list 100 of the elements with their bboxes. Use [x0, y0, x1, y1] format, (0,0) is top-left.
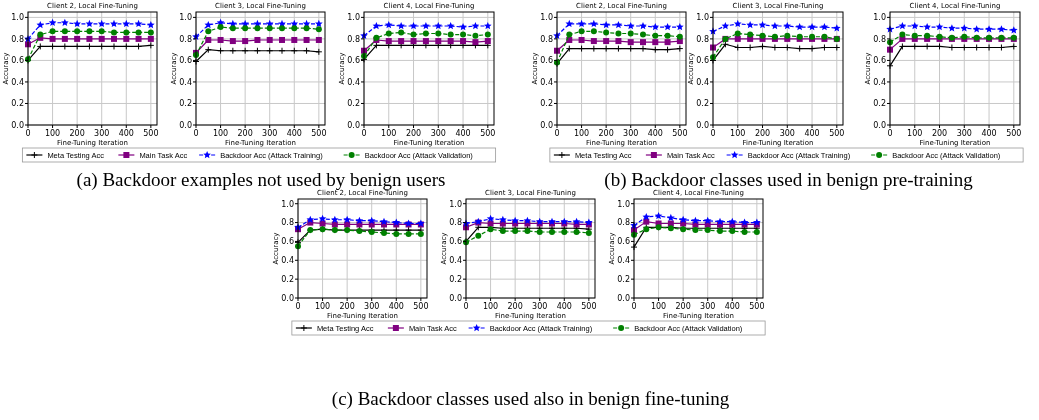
x-tick-label: 100: [482, 302, 499, 311]
y-tick-label: 0.8: [873, 34, 886, 44]
x-tick-label: 500: [413, 302, 429, 311]
y-tick-label: 0.2: [281, 274, 294, 284]
y-tick-label: 1.0: [347, 13, 360, 23]
x-tick-label: 200: [237, 129, 253, 138]
x-tick-label: 400: [804, 129, 820, 138]
text: (b) Backdoor classes used in benign pre-training: [604, 169, 974, 191]
x-tick-label: 300: [779, 129, 795, 138]
y-tick-label: 0.4: [347, 77, 360, 87]
y-tick-label: 0.2: [179, 99, 192, 109]
x-tick-label: 500: [1006, 129, 1022, 138]
y-tick-label: 0.0: [696, 120, 709, 130]
y-tick-label: 0.6: [281, 237, 294, 247]
y-tick-label: 0.6: [449, 237, 462, 247]
x-tick-label: 100: [907, 129, 923, 138]
y-tick-label: 0.4: [873, 77, 886, 87]
y-tick-label: 0.6: [617, 237, 630, 247]
x-tick-label: 0: [25, 129, 31, 138]
y-tick-label: 0.0: [281, 293, 294, 303]
y-tick-label: 0.4: [281, 256, 294, 266]
x-tick-label: 400: [286, 129, 302, 138]
y-tick-label: 0.0: [347, 120, 360, 130]
x-tick-label: 300: [262, 129, 278, 138]
x-tick-label: 100: [212, 129, 229, 138]
x-tick-label: 500: [829, 129, 845, 138]
x-tick-label: 0: [710, 129, 716, 138]
x-tick-label: 0: [887, 129, 893, 138]
y-tick-label: 0.8: [617, 218, 630, 228]
x-tick-label: 100: [44, 129, 61, 138]
x-tick-label: 300: [94, 129, 110, 138]
y-tick-label: 0.6: [540, 56, 553, 66]
y-tick-label: 0.0: [540, 120, 553, 130]
x-tick-label: 200: [405, 129, 422, 138]
x-tick-label: 300: [430, 129, 446, 138]
x-tick-label: 400: [388, 302, 404, 311]
x-tick-label: 0: [631, 302, 637, 311]
x-tick-label: 100: [573, 129, 590, 138]
y-tick-label: 0.2: [11, 99, 24, 109]
x-tick-label: 200: [754, 129, 771, 138]
y-tick-label: 0.4: [696, 77, 709, 87]
y-tick-label: 1.0: [449, 199, 462, 209]
x-tick-label: 100: [730, 129, 746, 138]
x-tick-label: 500: [749, 302, 765, 311]
y-tick-label: 1.0: [281, 199, 294, 209]
x-tick-label: 400: [455, 129, 471, 138]
text: (a) Backdoor examples not used by benign users: [76, 169, 446, 191]
y-tick-label: 0.4: [617, 256, 630, 266]
x-tick-label: 300: [956, 129, 972, 138]
x-tick-label: 400: [981, 129, 997, 138]
x-tick-label: 0: [361, 129, 367, 138]
x-tick-label: 500: [672, 129, 688, 138]
x-tick-label: 200: [507, 302, 523, 311]
y-tick-label: 0.0: [873, 120, 886, 130]
x-tick-label: 300: [623, 129, 639, 138]
y-tick-label: 0.8: [449, 218, 462, 228]
x-tick-label: 100: [650, 302, 667, 311]
y-tick-label: 1.0: [179, 13, 192, 23]
x-tick-label: 100: [314, 302, 331, 311]
x-tick-label: 300: [700, 302, 716, 311]
x-tick-label: 0: [554, 129, 560, 138]
x-tick-label: 300: [364, 302, 380, 311]
y-tick-label: 0.8: [281, 218, 294, 228]
x-tick-label: 400: [724, 302, 740, 311]
x-tick-label: 200: [598, 129, 614, 138]
y-tick-label: 0.6: [11, 56, 24, 66]
y-tick-label: 0.2: [873, 99, 886, 109]
y-tick-label: 0.6: [696, 56, 709, 66]
text: (c) Backdoor classes used also in benign fine-tuning: [331, 388, 730, 410]
y-tick-label: 0.6: [347, 56, 360, 66]
x-tick-label: 500: [581, 302, 597, 311]
x-tick-label: 200: [339, 302, 355, 311]
y-tick-label: 0.8: [347, 34, 360, 44]
x-tick-label: 400: [556, 302, 572, 311]
y-tick-label: 0.4: [449, 256, 462, 266]
y-tick-label: 0.2: [449, 274, 462, 284]
y-tick-label: 0.0: [617, 293, 630, 303]
y-tick-label: 1.0: [617, 199, 630, 209]
x-tick-label: 500: [143, 129, 159, 138]
x-tick-label: 200: [675, 302, 691, 311]
x-tick-label: 0: [193, 129, 199, 138]
x-tick-label: 200: [69, 129, 85, 138]
x-tick-label: 100: [381, 129, 397, 138]
y-tick-label: 0.0: [11, 120, 24, 130]
x-tick-label: 200: [931, 129, 948, 138]
y-tick-label: 0.0: [449, 293, 462, 303]
y-tick-label: 0.0: [179, 120, 192, 130]
y-tick-label: 0.8: [696, 34, 709, 44]
y-tick-label: 0.6: [179, 56, 192, 66]
y-tick-label: 1.0: [696, 13, 709, 23]
x-tick-label: 500: [311, 129, 327, 138]
y-tick-label: 0.4: [179, 77, 192, 87]
y-tick-label: 0.4: [540, 77, 553, 87]
y-tick-label: 0.2: [617, 274, 630, 284]
x-tick-label: 400: [118, 129, 134, 138]
y-tick-label: 0.2: [696, 99, 709, 109]
y-tick-label: 0.4: [11, 77, 24, 87]
y-tick-label: 0.2: [540, 99, 553, 109]
y-tick-label: 0.6: [873, 56, 886, 66]
y-tick-label: 0.8: [11, 34, 24, 44]
